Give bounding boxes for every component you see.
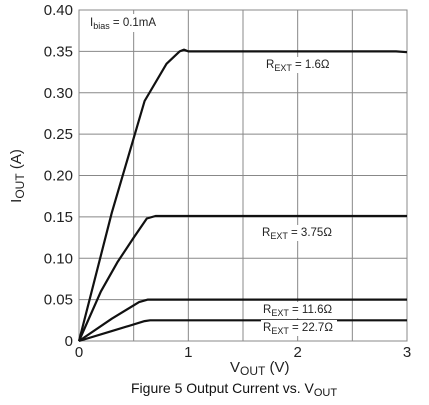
- series-annotation-bg: [264, 57, 340, 73]
- series-annotation: REXT = 3.75Ω: [262, 227, 332, 241]
- bias-annotation: Ibias = 0.1mA: [90, 17, 156, 31]
- series-annotation-bg: [261, 320, 337, 336]
- plot-frame: [78, 9, 408, 342]
- bias-annotation-bg: [88, 14, 168, 32]
- x-axis-label: VOUT (V): [230, 359, 290, 378]
- series-annotation-bg: [260, 225, 336, 241]
- y-tick-label: 0.35: [44, 43, 73, 60]
- y-tick-label: 0.10: [44, 250, 73, 267]
- y-tick-label: 0: [65, 333, 73, 350]
- y-tick-label: 0.25: [44, 126, 73, 143]
- series-line: [77, 48, 408, 342]
- series-line: [77, 214, 407, 342]
- y-tick-label: 0.15: [44, 209, 73, 226]
- y-tick-label: 0.30: [44, 85, 73, 102]
- x-tick-label: 1: [184, 344, 192, 361]
- figure-caption: Figure 5 Output Current vs. VOUT: [131, 380, 337, 399]
- series-annotation: REXT = 22.7Ω: [263, 322, 333, 336]
- y-tick-label: 0.05: [44, 292, 73, 309]
- series-annotation-bg: [261, 302, 337, 318]
- y-tick-label: 0.20: [44, 168, 73, 185]
- y-tick-label: 0.40: [44, 2, 73, 19]
- y-axis-label: IOUT (A): [8, 149, 27, 203]
- series-annotation: REXT = 1.6Ω: [266, 59, 330, 73]
- x-tick-label: 0: [75, 344, 83, 361]
- x-tick-label: 2: [293, 344, 301, 361]
- x-tick-label: 3: [403, 344, 411, 361]
- series-annotation: REXT = 11.6Ω: [263, 304, 332, 318]
- series-line: [78, 298, 407, 342]
